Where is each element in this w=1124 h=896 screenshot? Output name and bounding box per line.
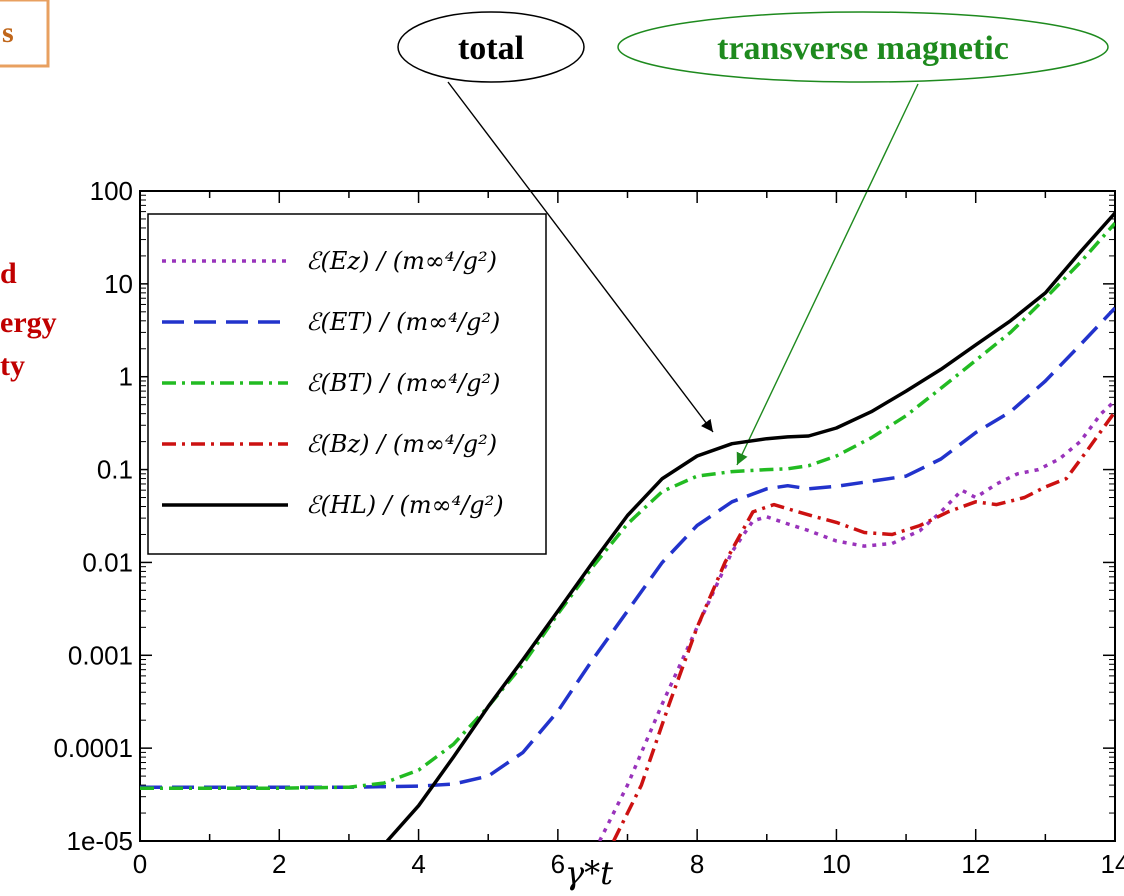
- axis-ticks: [139, 190, 1116, 842]
- series-line-4: [385, 211, 1115, 841]
- y-tick-label: 0.0001: [53, 733, 133, 763]
- series-line-1: [140, 306, 1115, 789]
- y-tick-label: 1e-05: [67, 826, 134, 856]
- left-fragment-3: ty: [0, 349, 25, 382]
- series-lines: [140, 211, 1115, 841]
- x-tick-label: 2: [272, 849, 286, 879]
- y-tick-label: 0.001: [68, 640, 133, 670]
- callout-total-ellipse: [397, 11, 585, 83]
- x-tick-label: 8: [690, 849, 704, 879]
- fragment-box: [0, 0, 50, 68]
- legend-label-1: ℰ(ET) / (m∞⁴/g²): [306, 308, 500, 336]
- y-tick-label: 10: [104, 269, 133, 299]
- x-tick-label: 6: [551, 849, 565, 879]
- tick-labels: 0 2 4 6 8 10 12 14 1e-05 0.0001 0.001 0.01 0.1 1 10 100: [53, 176, 1124, 879]
- left-fragment-1: d: [0, 257, 17, 290]
- legend-label-4: ℰ(HL) / (m∞⁴/g²): [306, 491, 504, 519]
- legend: ℰ(Ez) / (m∞⁴/g²) ℰ(ET) / (m∞⁴/g²) ℰ(BT) / …: [147, 213, 547, 555]
- legend-label-2: ℰ(BT) / (m∞⁴/g²): [306, 369, 500, 397]
- x-axis-label-text: γ*t: [565, 854, 613, 892]
- x-tick-label: 10: [822, 849, 851, 879]
- x-tick-label: 0: [133, 849, 147, 879]
- y-tick-label: 100: [90, 176, 133, 206]
- callout-total: total: [397, 11, 714, 433]
- x-axis-label: γ*t: [565, 854, 613, 892]
- legend-label-3: ℰ(Bz) / (m∞⁴/g²): [306, 430, 497, 458]
- fragment-box-text: s: [2, 16, 14, 49]
- callout-tm-arrow: [736, 83, 919, 466]
- x-tick-label: 12: [961, 849, 990, 879]
- series-line-3: [612, 410, 1115, 841]
- callout-tm-text: transverse magnetic: [717, 30, 1009, 67]
- y-tick-label: 0.1: [97, 455, 133, 485]
- series-line-0: [598, 399, 1115, 841]
- left-fragment-2: ergy: [0, 306, 57, 339]
- legend-label-0: ℰ(Ez) / (m∞⁴/g²): [306, 247, 497, 275]
- x-tick-label: 14: [1101, 849, 1124, 879]
- x-tick-label: 4: [411, 849, 425, 879]
- callout-total-arrow: [447, 81, 714, 433]
- y-tick-label: 0.01: [82, 547, 133, 577]
- callout-total-text: total: [458, 30, 524, 67]
- series-line-2: [140, 222, 1115, 790]
- callout-tm-ellipse: [617, 11, 1109, 83]
- callout-transverse-magnetic: transverse magnetic: [617, 11, 1109, 466]
- legend-box: [147, 213, 547, 555]
- slide-fragments: s d ergy ty: [0, 0, 57, 382]
- y-tick-label: 1: [119, 362, 133, 392]
